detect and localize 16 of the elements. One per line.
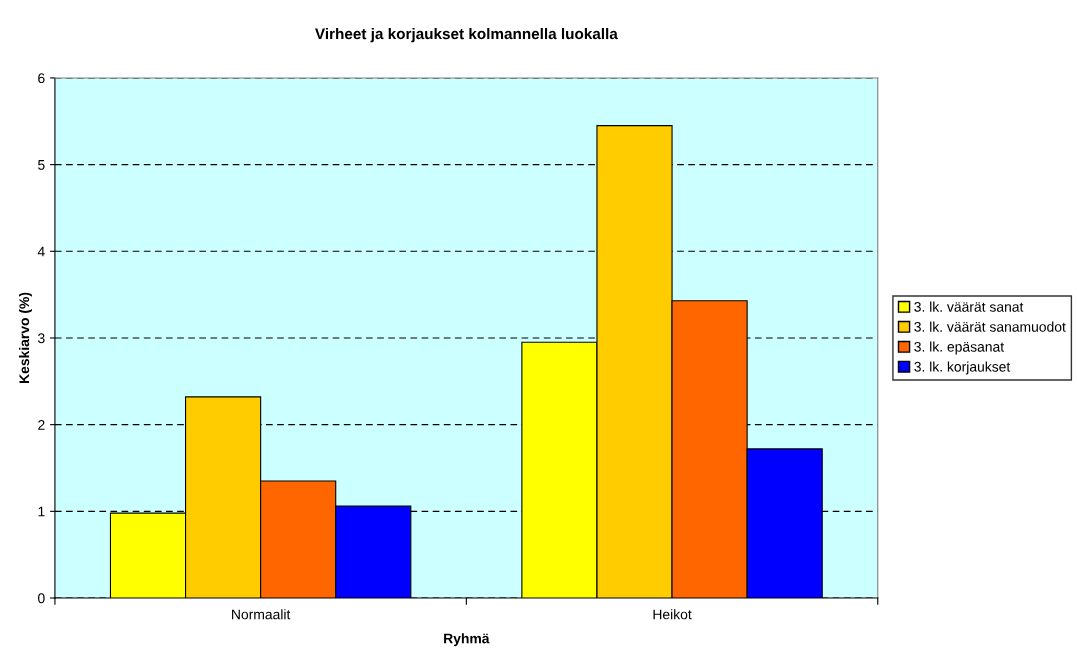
legend-label: 3. lk. epäsanat	[914, 341, 1004, 355]
legend-label: 3. lk. väärät sanat	[914, 301, 1024, 312]
y-tick-label: 5	[38, 160, 45, 170]
legend-label: 3. lk. väärät sanamuodot	[914, 321, 1066, 332]
y-tick-label: 2	[38, 419, 45, 430]
y-tick-label: 6	[38, 73, 45, 84]
x-tick-label: Normaalit	[232, 609, 291, 620]
y-tick-label: 3	[38, 333, 45, 344]
chart-title: Virheet ja korjaukset kolmannella luokalla	[315, 27, 618, 43]
y-axis-title: Keskiarvo (%)	[18, 292, 32, 383]
x-tick-label: Heikot	[653, 609, 692, 620]
y-tick-label: 1	[38, 506, 45, 517]
legend-label: 3. lk. korjaukset	[914, 361, 1011, 375]
y-tick-label: 0	[38, 593, 45, 604]
y-tick-label: 4	[37, 246, 45, 257]
x-axis-title: Ryhmä	[444, 633, 490, 647]
